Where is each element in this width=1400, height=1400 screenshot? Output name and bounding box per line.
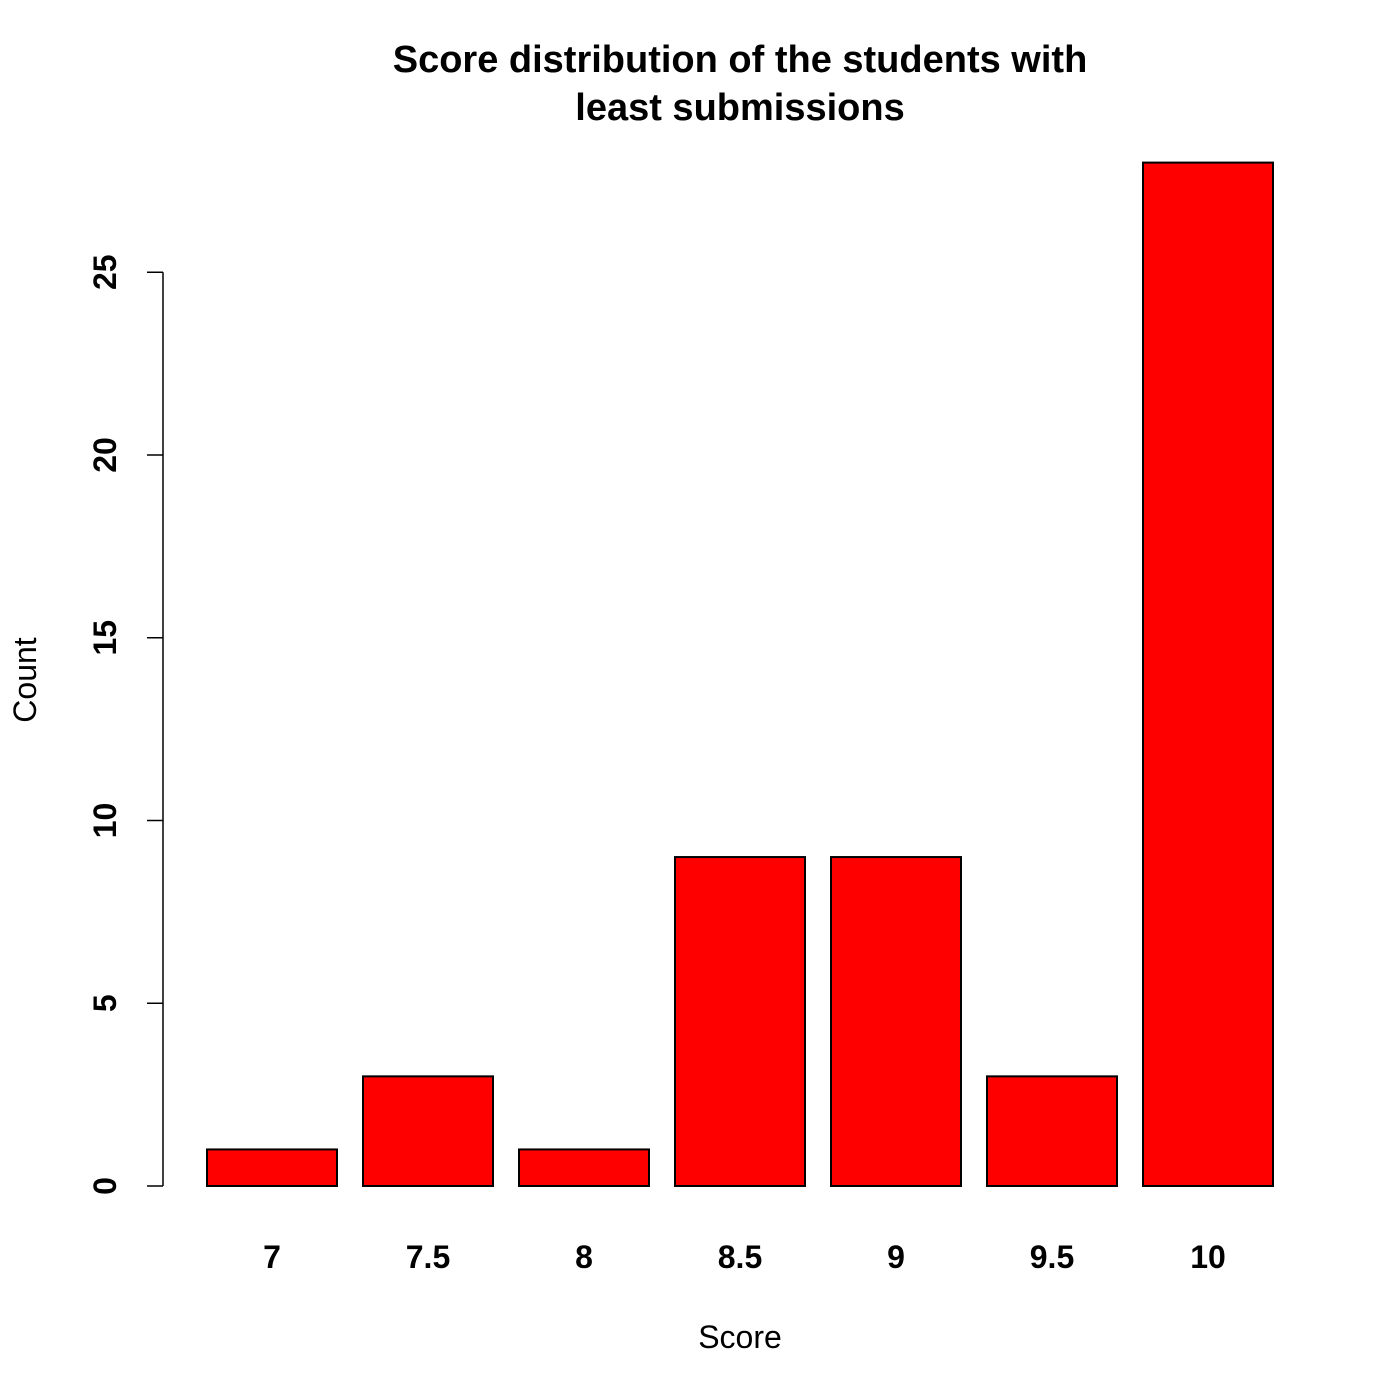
chart-title-line-1: Score distribution of the students with <box>393 39 1088 81</box>
bar-8.5 <box>674 856 806 1187</box>
y-tick-label: 25 <box>87 254 123 290</box>
x-tick-label: 9 <box>887 1239 905 1275</box>
y-tick-label: 5 <box>87 994 123 1012</box>
bar-7.5 <box>362 1075 494 1187</box>
y-tick-label: 10 <box>87 803 123 839</box>
x-tick-label: 10 <box>1190 1239 1226 1275</box>
x-tick-labels: 7 7.5 8 8.5 9 9.5 10 <box>263 1239 1226 1275</box>
bar-10 <box>1142 161 1274 1188</box>
x-tick-label: 9.5 <box>1030 1239 1074 1275</box>
chart-title-line-2: least submissions <box>575 87 904 129</box>
x-tick-label: 8.5 <box>718 1239 762 1275</box>
y-tick-label: 20 <box>87 437 123 473</box>
x-axis-label: Score <box>698 1319 782 1355</box>
bar-8 <box>518 1148 650 1187</box>
y-tick-label: 15 <box>87 620 123 656</box>
y-axis-label: Count <box>7 637 43 723</box>
bar-9 <box>830 856 962 1187</box>
bar-7 <box>206 1148 338 1187</box>
bars <box>206 161 1274 1188</box>
x-tick-label: 8 <box>575 1239 593 1275</box>
bar-9.5 <box>986 1075 1118 1187</box>
x-tick-label: 7 <box>263 1239 281 1275</box>
x-tick-label: 7.5 <box>406 1239 450 1275</box>
y-axis: 0 5 10 15 20 25 <box>87 254 164 1195</box>
y-tick-label: 0 <box>87 1177 123 1195</box>
